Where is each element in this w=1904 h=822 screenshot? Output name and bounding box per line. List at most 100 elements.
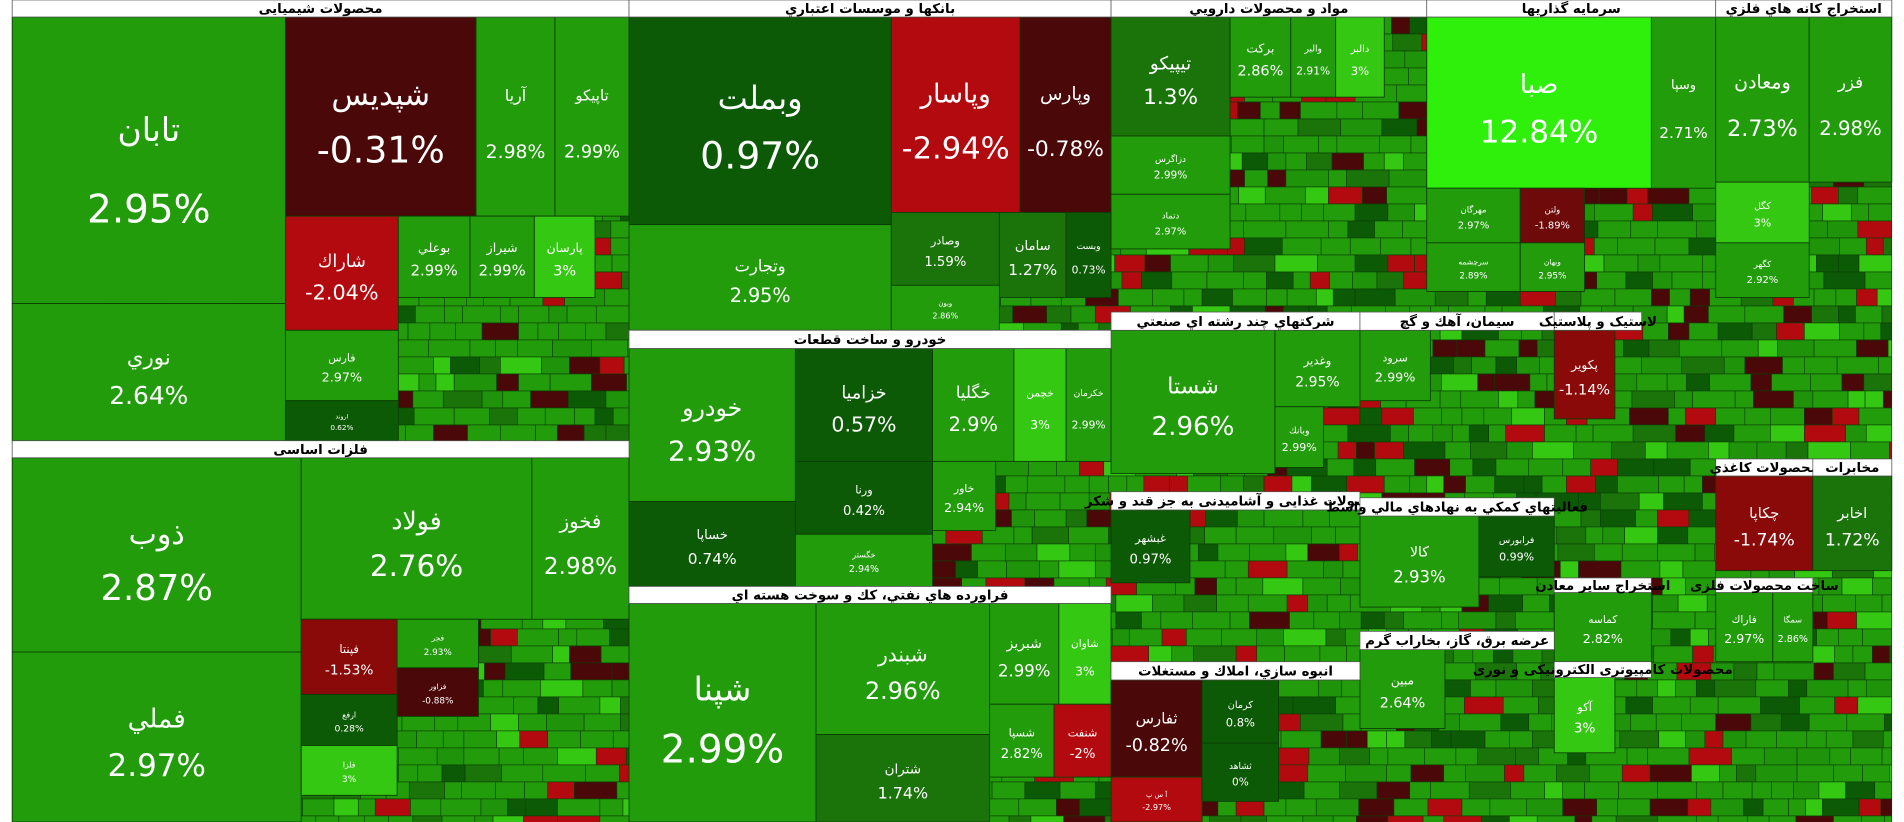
stock-tile[interactable] — [1201, 679, 1280, 744]
stock-tile[interactable] — [890, 212, 1000, 286]
small-tile — [417, 764, 443, 783]
stock-tile[interactable] — [628, 16, 892, 226]
small-tile — [1692, 203, 1717, 222]
stock-tile[interactable] — [1715, 16, 1810, 183]
stock-tile[interactable] — [1229, 16, 1292, 98]
stock-tile[interactable] — [1290, 16, 1337, 98]
stock-tile[interactable] — [396, 667, 479, 717]
stock-tile[interactable] — [1553, 677, 1616, 754]
stock-tile[interactable] — [1110, 16, 1231, 137]
stock-tile[interactable] — [1426, 16, 1652, 189]
small-tile — [1379, 135, 1412, 154]
stock-tile[interactable] — [1650, 16, 1717, 189]
stock-tile[interactable] — [628, 501, 796, 587]
stock-tile[interactable] — [628, 224, 892, 331]
stock-tile[interactable] — [300, 694, 398, 746]
stock-tile[interactable] — [284, 16, 477, 217]
small-tile — [1323, 203, 1356, 222]
stock-tile[interactable] — [1058, 603, 1112, 705]
stock-tile[interactable] — [284, 400, 399, 442]
small-tile — [1838, 186, 1859, 205]
stock-tile[interactable] — [1053, 703, 1112, 778]
stock-tile[interactable] — [533, 215, 596, 298]
stock-tile[interactable] — [554, 16, 630, 217]
stock-tile[interactable] — [300, 618, 398, 695]
small-tile — [1833, 764, 1863, 783]
stock-tile[interactable] — [998, 212, 1067, 298]
stock-tile[interactable] — [1715, 181, 1810, 244]
stock-tile[interactable] — [815, 734, 991, 822]
stock-tile[interactable] — [1359, 329, 1431, 402]
stock-tile[interactable] — [1812, 475, 1893, 572]
stock-tile[interactable] — [1274, 406, 1324, 468]
stock-change: 2.73% — [1727, 116, 1798, 142]
stock-tile[interactable] — [475, 16, 556, 217]
stock-tile[interactable] — [1110, 135, 1231, 195]
stock-tile[interactable] — [1335, 16, 1385, 98]
stock-tile[interactable] — [1772, 592, 1814, 663]
stock-tile[interactable] — [469, 215, 535, 298]
stock-tile[interactable] — [300, 457, 533, 620]
stock-tile[interactable] — [794, 460, 933, 535]
small-tile — [1332, 815, 1357, 822]
stock-tile[interactable] — [396, 618, 479, 669]
small-tile — [1578, 560, 1622, 579]
stock-tile[interactable] — [1110, 329, 1276, 474]
stock-tile[interactable] — [1478, 515, 1555, 578]
stock-tile[interactable] — [284, 215, 399, 331]
stock-tile[interactable] — [628, 348, 796, 502]
stock-tile[interactable] — [932, 460, 997, 532]
stock-tile[interactable] — [628, 603, 817, 822]
stock-tile[interactable] — [989, 703, 1055, 778]
small-tile — [1509, 730, 1533, 749]
stock-tile[interactable] — [1359, 649, 1446, 729]
small-tile — [1857, 696, 1893, 715]
stock-tile[interactable] — [1715, 592, 1774, 663]
stock-tile[interactable] — [794, 533, 933, 587]
stock-tile[interactable] — [11, 16, 286, 304]
stock-tile[interactable] — [794, 348, 933, 462]
stock-tile[interactable] — [284, 329, 399, 402]
sector-title: عرضه برق، گاز، بخاراب گرم — [1365, 632, 1549, 649]
stock-tile[interactable] — [1715, 242, 1810, 298]
stock-tile[interactable] — [1110, 193, 1231, 250]
stock-tile[interactable] — [11, 303, 286, 442]
stock-tile[interactable] — [1808, 16, 1893, 183]
stock-tile[interactable] — [1110, 776, 1203, 822]
stock-tile[interactable] — [989, 603, 1060, 705]
stock-tile[interactable] — [1019, 16, 1112, 213]
stock-change: 2.86% — [1778, 634, 1808, 645]
small-tile — [416, 730, 444, 749]
stock-tile[interactable] — [1519, 242, 1586, 292]
stock-tile[interactable] — [11, 457, 302, 653]
stock-tile[interactable] — [1553, 592, 1652, 663]
stock-tile[interactable] — [890, 16, 1021, 213]
stock-tile[interactable] — [1110, 679, 1203, 778]
stock-tile[interactable] — [1426, 242, 1521, 292]
stock-tile[interactable] — [1110, 509, 1191, 584]
stock-tile[interactable] — [531, 457, 630, 620]
stock-tile[interactable] — [300, 745, 398, 796]
small-tile — [1750, 373, 1772, 392]
stock-tile[interactable] — [932, 348, 1015, 462]
stock-tile[interactable] — [890, 284, 1000, 331]
stock-tile[interactable] — [1201, 742, 1280, 802]
small-tile — [1685, 730, 1706, 749]
small-tile — [1652, 271, 1673, 290]
stock-tile[interactable] — [1359, 515, 1480, 608]
stock-tile[interactable] — [397, 215, 471, 298]
small-tile — [977, 560, 1007, 579]
stock-tile[interactable] — [1426, 187, 1521, 244]
stock-tile[interactable] — [1274, 329, 1361, 408]
stock-tile[interactable] — [1715, 475, 1814, 572]
stock-tile[interactable] — [1013, 348, 1067, 462]
stock-tile[interactable] — [1065, 348, 1112, 462]
stock-tile[interactable] — [815, 603, 991, 736]
small-tile — [433, 424, 468, 443]
small-tile — [1652, 611, 1696, 630]
stock-tile[interactable] — [1065, 212, 1112, 298]
stock-tile[interactable] — [11, 651, 302, 822]
stock-change: 3% — [553, 263, 576, 279]
stock-tile[interactable] — [1553, 329, 1616, 420]
small-tile — [1387, 254, 1415, 273]
